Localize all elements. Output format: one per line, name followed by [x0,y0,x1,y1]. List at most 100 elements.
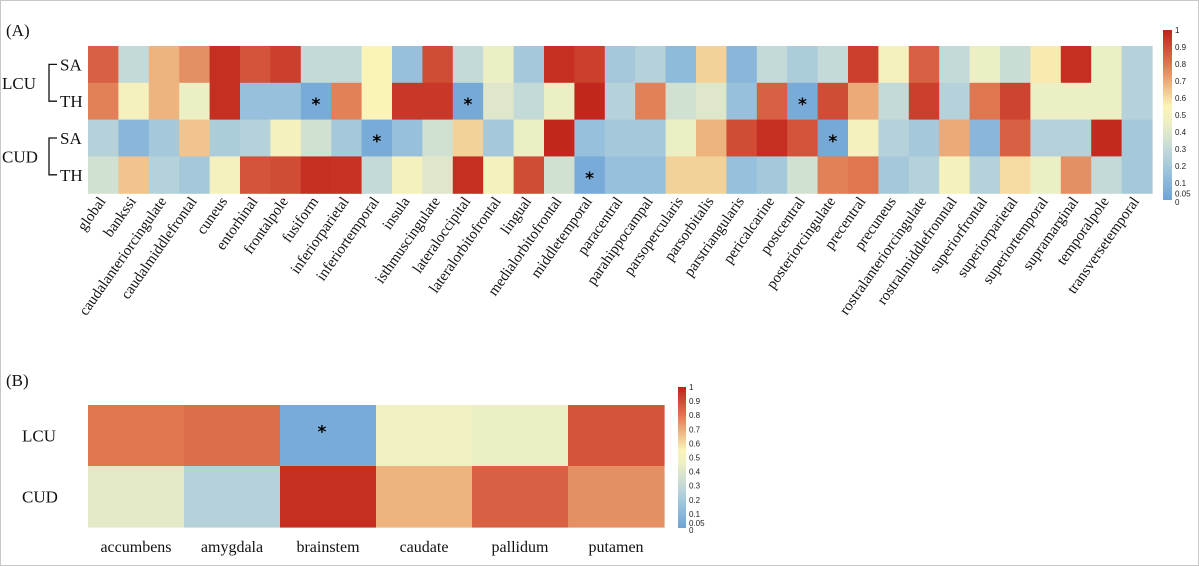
heatmap-cell [118,156,150,194]
panel-b: (B) * LCU CUD accumbens amygdala brainstem c… [6,371,705,556]
heatmap-cell [878,119,910,157]
heatmap-cell [604,119,636,157]
heatmap-cell [361,82,393,121]
heatmap-cell [1091,119,1123,157]
heatmap-cell [483,46,515,84]
heatmap-cell [1030,119,1062,157]
heatmap-cell [300,156,332,194]
heatmap-cell [513,82,545,121]
panel-b-cells: * [88,405,665,528]
heatmap-cell [513,46,545,84]
heatmap-cell [939,119,971,157]
heatmap-cell [665,46,697,84]
heatmap-cell [209,119,241,157]
heatmap-cell [878,82,910,121]
row-label: LCU [22,427,56,446]
heatmap-cell [209,82,241,121]
heatmap-cell [483,119,515,157]
heatmap-cell [1030,46,1062,84]
heatmap-cell [696,46,727,84]
heatmap-cell [1091,46,1123,84]
heatmap-cell [848,82,879,121]
heatmap-cell [118,82,150,121]
heatmap-cell [1060,156,1092,194]
heatmap-cell [635,156,667,194]
heatmap-cell [787,156,819,194]
heatmap-cell [969,46,1001,84]
panel-b-colorbar-tick-label: 0.1 [689,510,701,519]
panel-b-label: (B) [6,371,29,390]
heatmap-cell [1000,119,1031,157]
heatmap-cell [544,82,575,121]
heatmap-cell [392,156,423,194]
heatmap-cell [848,46,879,84]
panel-a-colorbar-tick-label: 0.1 [1175,179,1187,188]
panel-b-row-labels: LCU CUD [22,427,58,507]
heatmap-cell [665,156,697,194]
significance-marker: * [312,95,321,115]
panel-a-colorbar-tick-label: 0.9 [1175,43,1187,52]
heatmap-cell [756,82,788,121]
panel-a-label: (A) [6,21,30,40]
heatmap-cell [635,46,667,84]
heatmap-cell [726,156,758,194]
heatmap-cell [787,82,819,121]
heatmap-cell [513,156,545,194]
heatmap-cell [513,119,545,157]
heatmap-cell [88,466,185,528]
heatmap-cell [483,156,515,194]
heatmap-cell [361,46,393,84]
heatmap-cell [1121,82,1153,121]
heatmap-cell [969,82,1001,121]
heatmap-cell [574,156,606,194]
heatmap-cell [240,82,271,121]
panel-a-colorbar-gradient [1163,30,1172,200]
heatmap-cell [483,82,515,121]
heatmap-cell [908,119,940,157]
heatmap-cell [179,156,211,194]
panel-b-column-labels: accumbens amygdala brainstem caudate pallidu… [100,539,643,556]
heatmap-cell [300,119,332,157]
heatmap-cell [240,156,271,194]
heatmap-cell [240,119,271,157]
heatmap-cell [179,119,211,157]
heatmap-cell [696,119,727,157]
heatmap-cell [148,46,180,84]
column-label: caudate [400,539,449,556]
heatmap-cell [331,156,363,194]
row-measure-label: SA [60,129,82,148]
heatmap-cell [726,46,758,84]
heatmap-cell [361,156,393,194]
heatmap-cell [878,156,910,194]
heatmap-cell [1091,156,1123,194]
heatmap-cell [472,466,569,528]
panel-a-colorbar: 1 0.9 0.8 0.7 0.6 0.5 0.4 0.3 0.2 0.1 0.050 [1163,26,1191,207]
row-group-bracket [48,63,57,102]
heatmap-cell [331,119,363,157]
heatmap-cell [817,156,849,194]
heatmap-cell [240,46,271,84]
heatmap-cell [270,82,302,121]
heatmap-cell [331,46,363,84]
heatmap-cell [665,119,697,157]
panel-a-row-labels: LCU SA TH CUD SA TH [2,55,83,184]
heatmap-cell [300,46,332,84]
heatmap-cell [1060,82,1092,121]
heatmap-cell [544,46,575,84]
panel-a-column-labels: globalbankssicaudalanteriorcingulatecaud… [75,194,1143,319]
significance-marker: * [318,423,327,443]
row-group-label: CUD [2,147,38,166]
panel-b-colorbar-gradient [678,387,686,528]
heatmap-cell [270,156,302,194]
heatmap-cell [787,46,819,84]
panel-b-colorbar-tick-label: 1 [689,383,694,392]
heatmap-cell [568,405,665,467]
panel-b-colorbar-tick-label: 0.8 [689,411,701,420]
panel-b-colorbar: 1 0.9 0.8 0.7 0.6 0.5 0.4 0.3 0.2 0.10.050 [678,383,705,535]
panel-a-cells: * * * * * * [88,46,1153,194]
heatmap-cell [969,119,1001,157]
panel-b-colorbar-tick-label: 0.5 [689,454,701,463]
heatmap-cell [280,466,377,528]
panel-b-colorbar-tick-label: 0.6 [689,439,701,448]
heatmap-cell [756,156,788,194]
